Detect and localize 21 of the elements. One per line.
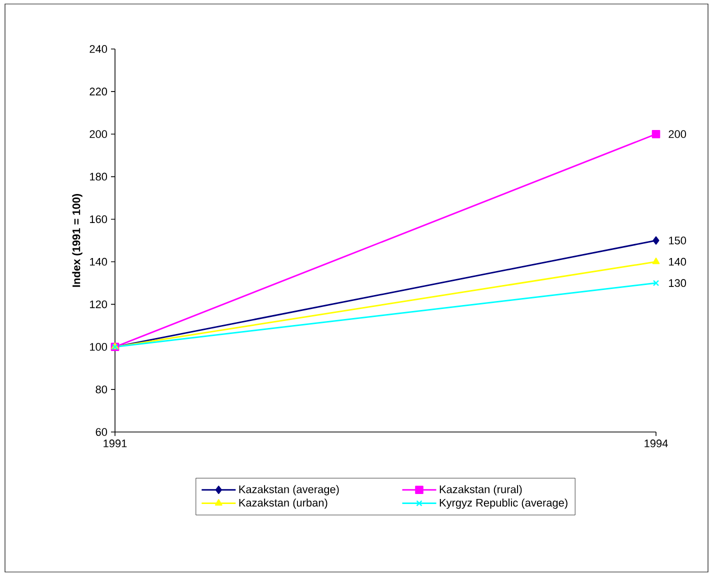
y-tick-label: 180 (90, 172, 108, 181)
y-tick-label: 100 (90, 343, 108, 351)
legend-label: Kazakstan (urban) (239, 498, 328, 509)
data-label: 150 (669, 236, 686, 244)
y-tick-label: 160 (90, 215, 108, 224)
y-tick-label: 140 (90, 258, 108, 266)
data-label: 140 (669, 258, 686, 266)
y-tick-label: 200 (90, 130, 108, 138)
y-tick-label: 60 (96, 428, 108, 436)
data-label: 200 (668, 130, 686, 138)
x-tick-label: 1994 (644, 440, 668, 448)
y-tick-label: 220 (90, 88, 108, 96)
legend-label: Kazakstan (average) (239, 485, 339, 496)
legend-label: Kazakstan (rural) (440, 485, 522, 496)
y-tick-label: 120 (90, 300, 108, 308)
y-tick-label: 240 (90, 45, 108, 53)
y-tick-label: 80 (96, 386, 108, 394)
y-axis-title: Index (1991 = 100) (72, 194, 82, 287)
legend-label: Kyrgyz Republic (average) (440, 498, 568, 509)
x-tick-label: 1991 (104, 440, 127, 448)
data-label: 130 (669, 279, 686, 287)
